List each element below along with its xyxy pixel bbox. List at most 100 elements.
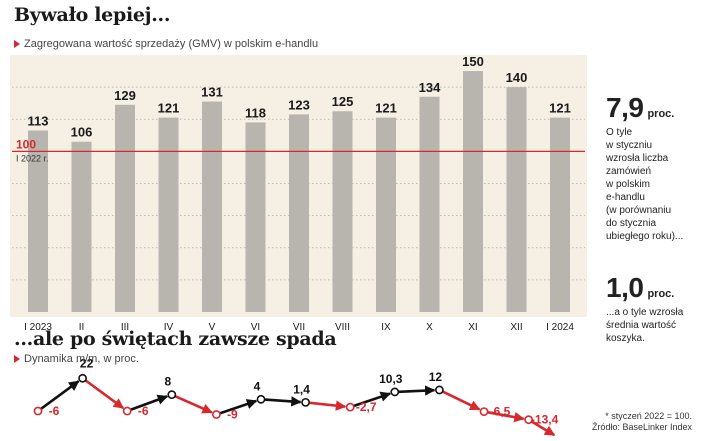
stat-basket-value: 1,0 — [606, 272, 644, 303]
x-tick-label: I 2023 — [24, 322, 52, 333]
stat-basket-unit: proc. — [647, 288, 675, 300]
x-tick-label: VIII — [335, 322, 350, 333]
bar — [289, 114, 309, 313]
dynamics-value-label: -13,4 — [531, 413, 559, 427]
bar — [28, 130, 48, 312]
bar — [158, 117, 179, 312]
stat-basket-line: średnia wartość — [606, 320, 677, 332]
bar — [550, 117, 570, 312]
bar — [332, 111, 353, 312]
dynamics-segment — [398, 385, 436, 396]
dynamics-segment — [85, 379, 125, 410]
lower-chart-subtitle: Dynamika m/m, w proc. — [14, 353, 139, 365]
bar-value-label: 140 — [506, 70, 528, 85]
dynamics-value-label: -2,7 — [356, 400, 377, 414]
bar-value-label: 131 — [201, 85, 223, 100]
bar-value-label: 121 — [375, 101, 397, 116]
dynamics-point — [167, 390, 177, 400]
bar-value-label: 118 — [245, 105, 266, 120]
dynamics-point — [301, 397, 310, 407]
dynamics-segment — [353, 391, 392, 408]
dynamics-point — [256, 394, 266, 404]
x-tick-label: XII — [510, 322, 522, 333]
stat-orders-line: zamówień — [606, 166, 652, 178]
dynamics-segment — [40, 380, 80, 410]
dynamics-value-label: 8 — [164, 375, 171, 389]
bar — [71, 141, 92, 312]
lower-chart-title: ...ale po świętach zawsze spada — [14, 328, 337, 350]
dynamics-point — [33, 406, 43, 416]
dynamics-segment — [442, 390, 481, 411]
stat-orders: 7,9 proc. O tyle w styczniu wzrosła liczba z… — [606, 90, 683, 243]
bar — [463, 71, 483, 312]
bar-value-label: 125 — [332, 94, 354, 109]
dynamics-segment — [487, 411, 525, 423]
dynamics-point — [524, 415, 533, 425]
stat-basket: 1,0 proc. ...a o tyle wzrosła średnia wart… — [606, 270, 683, 345]
dynamics-segment — [309, 400, 347, 411]
dynamics-point — [390, 387, 400, 397]
footnote: * styczeń 2022 = 100. — [605, 410, 692, 421]
bar-value-label: 150 — [462, 54, 484, 69]
stat-orders-line: do stycznia — [606, 218, 657, 230]
source-text: Źródło: BaseLinker Index — [591, 421, 692, 432]
bar-value-label: 113 — [28, 113, 49, 128]
dynamics-point — [211, 410, 221, 419]
dynamics-value-label: -6 — [49, 404, 60, 418]
x-tick-label: I 2024 — [546, 322, 574, 333]
dynamics-segment — [264, 396, 302, 407]
bar-value-label: 106 — [71, 125, 93, 140]
stat-orders-text: O tyle w styczniu wzrosła liczba zamówień w … — [606, 126, 683, 243]
chart-title: Bywało lepiej... — [14, 4, 171, 26]
x-tick-label: V — [209, 322, 216, 333]
x-tick-label: VI — [251, 322, 260, 333]
dynamics-value-label: 22 — [80, 356, 94, 370]
dynamics-value-label: 12 — [429, 370, 443, 384]
dynamics-point — [78, 373, 87, 383]
x-tick-label: VII — [293, 322, 305, 333]
dynamics-segment — [531, 420, 556, 437]
chart-subtitle-text: Zagregowana wartość sprzedaży (GMV) w po… — [24, 38, 319, 50]
bar — [376, 117, 396, 312]
x-tick-label: XI — [468, 322, 477, 333]
bar-value-label: 121 — [158, 101, 180, 116]
bar-value-label: 123 — [288, 97, 310, 112]
x-tick-label: III — [121, 322, 129, 333]
stat-orders-line: w polskim — [606, 179, 650, 191]
bar-value-label: 129 — [114, 88, 136, 103]
red-triangle-icon — [14, 355, 20, 363]
dynamics-point — [434, 385, 444, 395]
lower-chart-subtitle-text: Dynamika m/m, w proc. — [24, 353, 139, 365]
source-note: * styczeń 2022 = 100. Źródło: BaseLinker… — [592, 411, 692, 434]
stat-orders-value: 7,9 — [606, 92, 644, 123]
dynamics-point — [345, 402, 355, 412]
dynamics-value-label: 1,4 — [293, 382, 310, 396]
stat-orders-line: wzrosła liczba — [606, 153, 669, 165]
dynamics-segment — [174, 395, 213, 414]
bar-value-label: 121 — [549, 101, 571, 116]
dynamics-point — [122, 406, 132, 416]
stat-orders-line: e-handlu — [606, 192, 645, 204]
dynamics-value-label: -6 — [138, 404, 149, 418]
red-triangle-icon — [14, 40, 20, 48]
stat-orders-unit: proc. — [647, 108, 675, 120]
x-tick-label: IV — [164, 322, 174, 333]
stat-orders-line: O tyle — [606, 127, 633, 139]
dynamics-value-label: 4 — [254, 379, 261, 393]
bar — [506, 87, 527, 312]
bar — [115, 104, 135, 312]
stat-basket-text: ...a o tyle wzrosła średnia wartość koszyk… — [606, 306, 683, 345]
stat-basket-line: koszyka. — [606, 333, 645, 345]
dynamics-value-label: 10,3 — [379, 372, 403, 386]
stat-basket-line: ...a o tyle wzrosła — [606, 307, 684, 319]
dynamics-segment — [219, 399, 258, 415]
x-tick-label: II — [79, 322, 85, 333]
x-tick-label: X — [426, 322, 433, 333]
bar — [419, 96, 440, 312]
bar — [202, 101, 222, 312]
bar — [245, 122, 266, 313]
reference-line-label: 100 — [16, 137, 36, 151]
dynamics-value-label: -6,5 — [490, 405, 511, 419]
stat-orders-line: (w porównaniu — [606, 205, 672, 217]
